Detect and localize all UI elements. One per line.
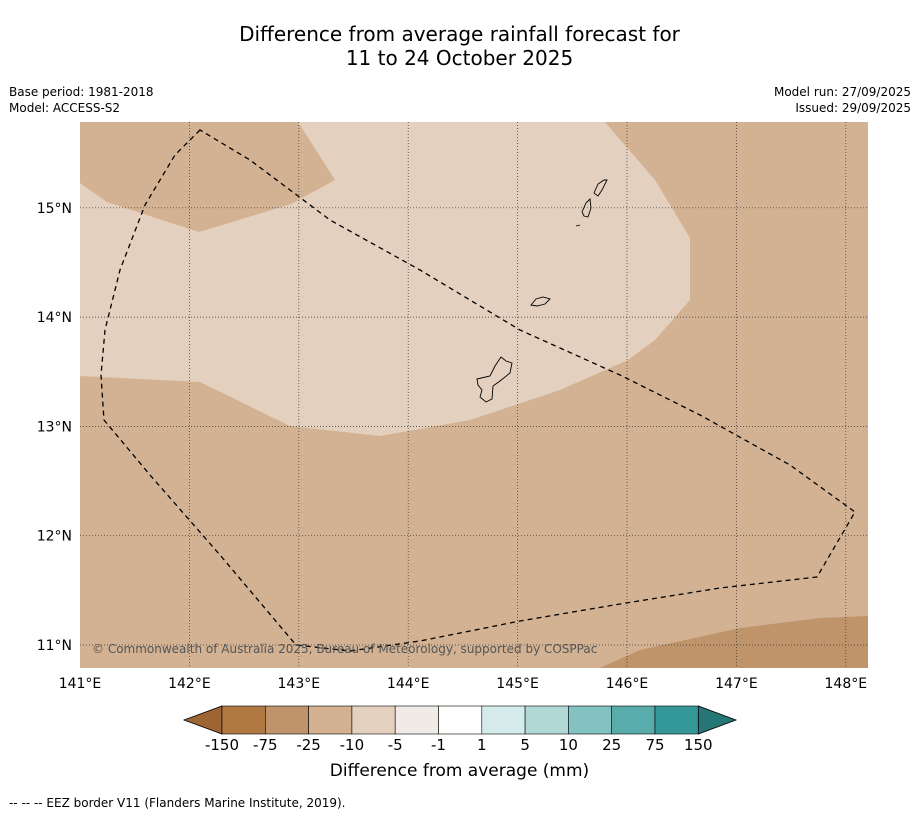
colorbar-segment	[438, 705, 483, 735]
colorbar-title: Difference from average (mm)	[329, 761, 590, 781]
colorbar-extend-high	[697, 705, 738, 735]
colorbar-extend-low	[182, 705, 223, 735]
latitude-label: 14°N	[37, 310, 72, 326]
colorbar-tick-label: -5	[387, 736, 403, 754]
longitude-label: 146°E	[606, 676, 649, 692]
colorbar-tick-label: -150	[204, 736, 240, 754]
colorbar-segment	[481, 705, 526, 735]
colorbar-tick-label: 10	[558, 736, 578, 754]
colorbar-segment	[308, 705, 353, 735]
longitude-label: 141°E	[59, 676, 102, 692]
meta-right: Model run: 27/09/2025 Issued: 29/09/2025	[774, 84, 911, 116]
latitude-label: 13°N	[37, 419, 72, 435]
latitude-label: 12°N	[37, 529, 72, 545]
map-body	[80, 122, 868, 668]
colorbar	[182, 705, 738, 735]
copyright-text: © Commonwealth of Australia 2025, Bureau…	[92, 642, 597, 656]
colorbar-segment	[394, 705, 439, 735]
map-title: Difference from average rainfall forecas…	[0, 22, 919, 70]
colorbar-tick-label: 25	[602, 736, 622, 754]
colorbar-tick-label: 150	[683, 736, 713, 754]
colorbar-segment	[264, 705, 309, 735]
anomaly-region-light	[80, 122, 690, 436]
colorbar-tick-label: -75	[253, 736, 278, 754]
colorbar-segment	[221, 705, 266, 735]
colorbar-tick-label: 75	[645, 736, 665, 754]
anomaly-region-dark	[600, 616, 868, 668]
colorbar-tick-label: 1	[477, 736, 487, 754]
eez-border	[100, 129, 856, 652]
island-rota	[530, 296, 551, 307]
colorbar-tick-label: 5	[520, 736, 530, 754]
colorbar-tick-label: -1	[431, 736, 446, 754]
colorbar-tick-label: -25	[296, 736, 321, 754]
latitude-label: 15°N	[37, 201, 72, 217]
coastlines	[476, 179, 608, 403]
longitude-label: 145°E	[496, 676, 539, 692]
longitude-label: 143°E	[278, 676, 321, 692]
model-run: Model run: 27/09/2025	[773, 85, 911, 99]
island-aguijan	[575, 224, 581, 227]
meta-left: Base period: 1981-2018 Model: ACCESS-S2	[9, 84, 154, 116]
colorbar-segment	[351, 705, 396, 735]
island-guam	[476, 356, 513, 403]
island-tinian	[581, 198, 592, 218]
issued-date: Issued: 29/09/2025	[795, 101, 911, 115]
colorbar-segment	[611, 705, 656, 735]
longitude-label: 147°E	[715, 676, 758, 692]
graticule	[80, 122, 868, 668]
longitude-labels: 141°E 142°E 143°E 144°E 145°E 146°E 147°E 148°E	[59, 676, 867, 692]
title-line-1: Difference from average rainfall forecas…	[239, 22, 680, 46]
model-name: Model: ACCESS-S2	[9, 101, 121, 115]
island-saipan	[593, 179, 608, 197]
colorbar-tick-label: -10	[339, 736, 365, 754]
colorbar-segment	[524, 705, 569, 735]
base-period: Base period: 1981-2018	[9, 85, 154, 99]
longitude-label: 148°E	[825, 676, 868, 692]
latitude-label: 11°N	[37, 638, 72, 654]
longitude-label: 142°E	[168, 676, 211, 692]
longitude-label: 144°E	[387, 676, 430, 692]
colorbar-segment	[568, 705, 613, 735]
title-line-2: 11 to 24 October 2025	[345, 46, 574, 70]
latitude-labels: 15°N 14°N 13°N 12°N 11°N	[37, 201, 72, 654]
eez-footnote: -- -- -- EEZ border V11 (Flanders Marine…	[9, 796, 346, 810]
colorbar-segment	[654, 705, 699, 735]
